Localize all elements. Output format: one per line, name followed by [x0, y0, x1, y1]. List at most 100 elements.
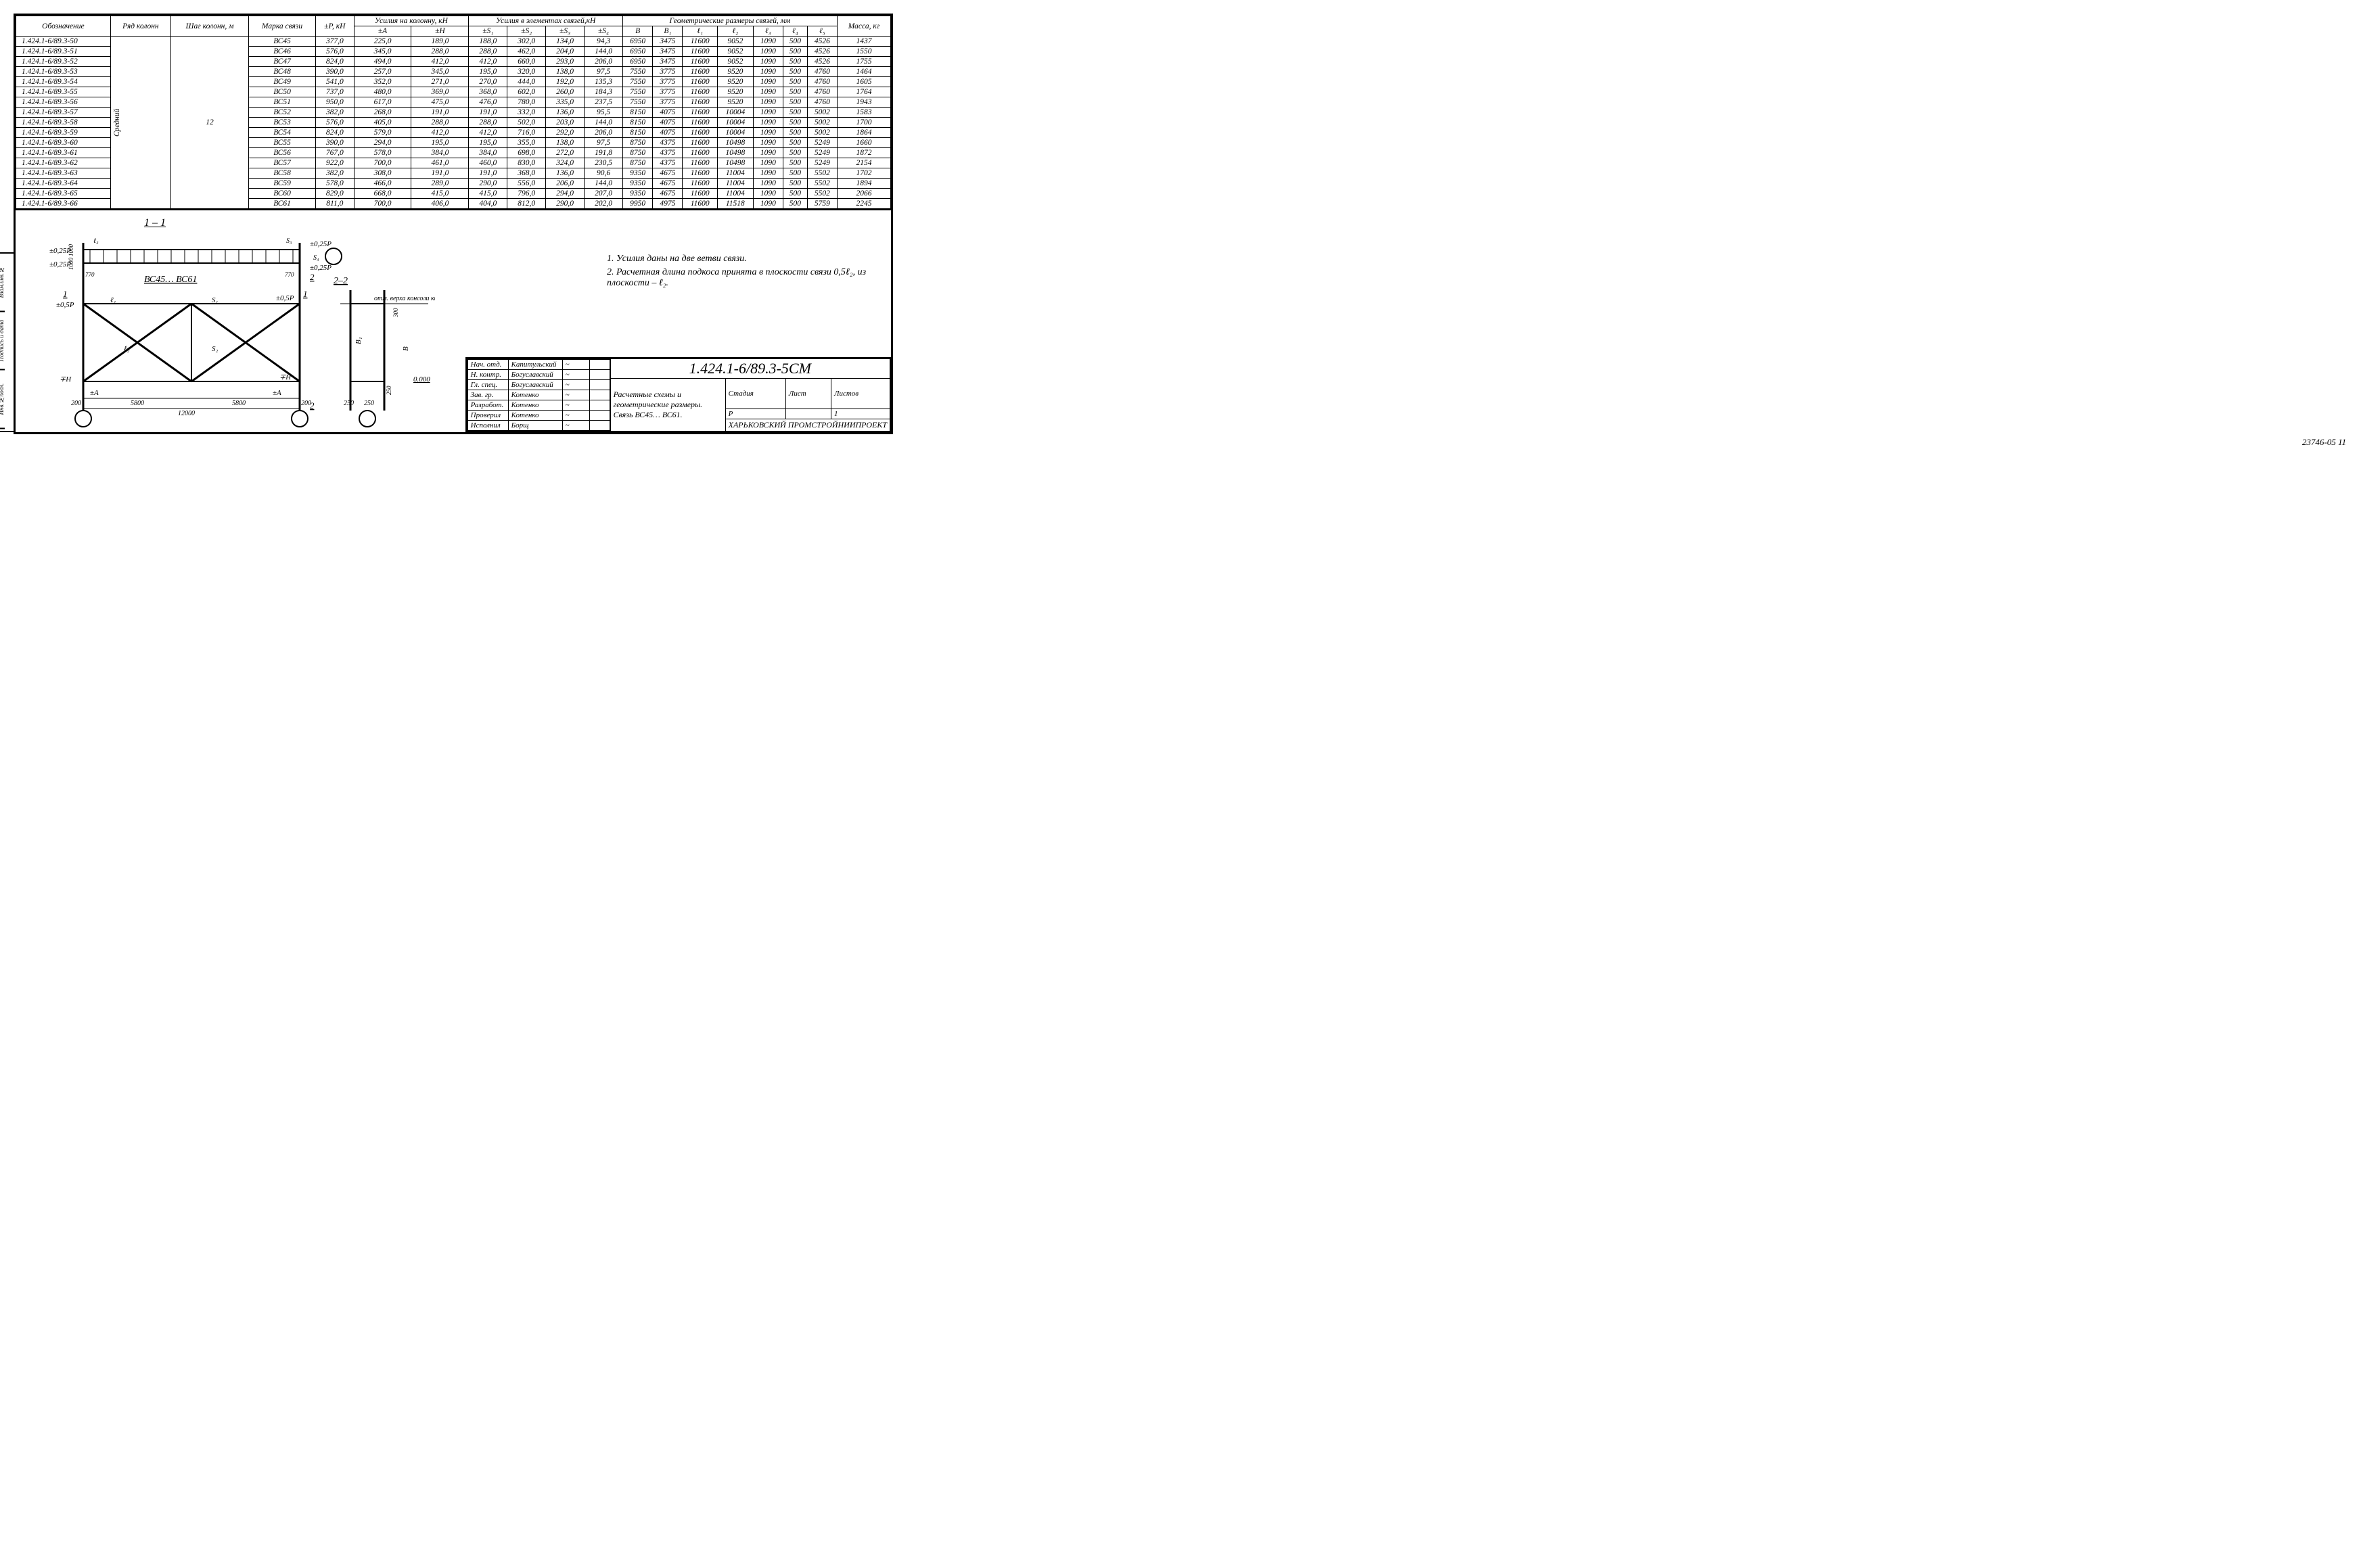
- table-cell: 4675: [653, 189, 683, 199]
- table-cell: 293,0: [546, 57, 585, 67]
- table-cell: 1550: [837, 47, 890, 57]
- table-cell: 11600: [683, 87, 718, 97]
- table-cell: 4975: [653, 199, 683, 209]
- signature-cell: ~: [562, 370, 589, 380]
- table-cell: 737,0: [316, 87, 354, 97]
- table-cell: 191,0: [469, 108, 507, 118]
- table-cell: 11600: [683, 67, 718, 77]
- table-cell: 476,0: [469, 97, 507, 108]
- table-cell: 368,0: [469, 87, 507, 97]
- table-cell: 7550: [622, 77, 652, 87]
- table-cell: 500: [783, 108, 807, 118]
- table-cell: 1864: [837, 128, 890, 138]
- table-cell: 369,0: [411, 87, 469, 97]
- svg-text:±0,25P: ±0,25P: [310, 240, 331, 248]
- svg-text:770: 770: [85, 271, 95, 278]
- col-forces-elem: Усилия в элементах связей,кН: [469, 16, 623, 26]
- signature-cell: ~: [562, 411, 589, 421]
- table-cell: 2066: [837, 189, 890, 199]
- table-cell: 1090: [753, 97, 783, 108]
- stage-header: Стадия: [725, 379, 785, 409]
- svg-text:S₂: S₂: [212, 345, 219, 353]
- svg-text:S₁: S₁: [212, 296, 219, 304]
- table-cell: 135,3: [585, 77, 623, 87]
- col-mass: Масса, кг: [837, 16, 890, 37]
- table-cell: 290,0: [546, 199, 585, 209]
- col-s1: ±S₁: [469, 26, 507, 37]
- table-cell: 3775: [653, 87, 683, 97]
- table-cell: 1090: [753, 77, 783, 87]
- table-cell: 1660: [837, 138, 890, 148]
- table-cell: 4760: [807, 87, 837, 97]
- table-cell: 5249: [807, 148, 837, 158]
- table-cell: 579,0: [354, 128, 411, 138]
- table-cell: 11600: [683, 118, 718, 128]
- table-cell: 8750: [622, 138, 652, 148]
- table-cell: 1090: [753, 118, 783, 128]
- role-label: Н. контр.: [467, 370, 508, 380]
- table-cell: 11600: [683, 97, 718, 108]
- table-cell: ВС55: [248, 138, 315, 148]
- table-cell: 6950: [622, 57, 652, 67]
- table-cell: 5502: [807, 189, 837, 199]
- section-title: 1 – 1: [144, 217, 601, 229]
- role-name: Котенко: [508, 390, 562, 400]
- note-1: 1. Усилия даны на две ветви связи.: [607, 254, 877, 264]
- svg-text:250: 250: [344, 400, 354, 407]
- table-cell: 1764: [837, 87, 890, 97]
- svg-text:1000: 1000: [68, 244, 74, 257]
- svg-text:S₄: S₄: [313, 254, 319, 262]
- table-cell: 260,0: [546, 87, 585, 97]
- table-cell: 7550: [622, 87, 652, 97]
- table-cell: 1090: [753, 57, 783, 67]
- table-cell: 1.424.1-6/89.3-64: [16, 179, 111, 189]
- table-cell: 345,0: [354, 47, 411, 57]
- table-cell: 541,0: [316, 77, 354, 87]
- table-cell: 2245: [837, 199, 890, 209]
- role-name: Богуславский: [508, 380, 562, 390]
- binder-cell: Подпись и дата: [0, 312, 5, 370]
- table-cell: 195,0: [469, 67, 507, 77]
- table-cell: 4375: [653, 148, 683, 158]
- table-cell: 206,0: [546, 179, 585, 189]
- svg-text:∓H: ∓H: [60, 375, 72, 383]
- table-cell: 10498: [717, 158, 753, 168]
- table-cell: 191,0: [469, 168, 507, 179]
- table-cell: 460,0: [469, 158, 507, 168]
- table-cell: 1.424.1-6/89.3-54: [16, 77, 111, 87]
- table-cell: 500: [783, 199, 807, 209]
- role-label: Разработ.: [467, 400, 508, 411]
- svg-text:±0,5P: ±0,5P: [276, 294, 294, 302]
- table-cell: 10498: [717, 138, 753, 148]
- role-name: Богуславский: [508, 370, 562, 380]
- svg-text:S₃: S₃: [286, 237, 292, 245]
- table-cell: ВС61: [248, 199, 315, 209]
- date-cell: [589, 390, 610, 400]
- table-cell: 8150: [622, 108, 652, 118]
- table-cell: 500: [783, 37, 807, 47]
- table-cell: 136,0: [546, 108, 585, 118]
- date-cell: [589, 411, 610, 421]
- table-cell: 1605: [837, 77, 890, 87]
- table-cell: 444,0: [507, 77, 546, 87]
- table-cell: 500: [783, 128, 807, 138]
- table-cell: 466,0: [354, 179, 411, 189]
- table-cell: 10498: [717, 148, 753, 158]
- table-cell: 384,0: [411, 148, 469, 158]
- table-cell: 257,0: [354, 67, 411, 77]
- table-cell: 11600: [683, 47, 718, 57]
- schematic-svg: ±0,25P ±0,25P ±0,25P ±0,25P ±0,5P ±0,5P …: [43, 229, 435, 432]
- table-cell: 500: [783, 189, 807, 199]
- col-B: В: [622, 26, 652, 37]
- table-cell: 5002: [807, 118, 837, 128]
- drawing-code: 1.424.1-6/89.3-5СМ: [610, 359, 890, 379]
- svg-text:ℓ₁: ℓ₁: [110, 296, 116, 304]
- svg-text:12000: 12000: [178, 410, 195, 417]
- table-cell: 11004: [717, 189, 753, 199]
- table-cell: ВС56: [248, 148, 315, 158]
- table-cell: 1090: [753, 179, 783, 189]
- table-cell: 1.424.1-6/89.3-57: [16, 108, 111, 118]
- title-block: Нач. отд.Капитульский~Н. контр.Богуславс…: [465, 357, 892, 433]
- table-cell: ВС48: [248, 67, 315, 77]
- sheets-value: 1: [831, 409, 890, 419]
